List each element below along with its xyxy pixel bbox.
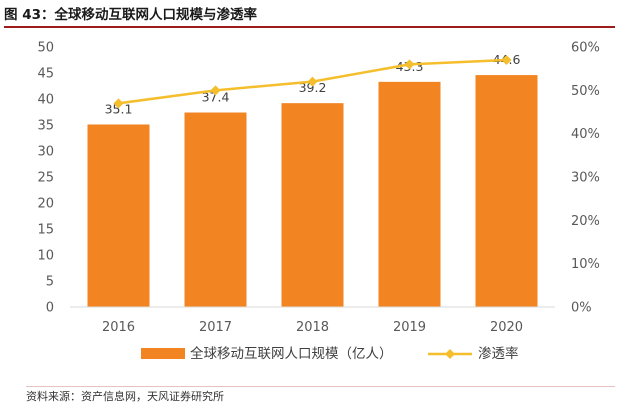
legend: 全球移动互联网人口规模（亿人） 渗透率	[141, 345, 519, 362]
bar	[184, 112, 247, 308]
line-series	[113, 55, 512, 109]
legend-bar-label: 全球移动互联网人口规模（亿人）	[190, 345, 393, 362]
left-tick-label: 45	[37, 67, 54, 82]
left-tick-label: 20	[37, 197, 54, 212]
left-tick-label: 30	[37, 145, 54, 160]
legend-bar-swatch	[141, 348, 185, 359]
bar-data-label: 37.4	[202, 90, 230, 105]
bar	[378, 81, 441, 307]
right-tick-label: 0%	[571, 301, 592, 316]
bar	[87, 124, 150, 307]
left-tick-label: 5	[46, 275, 54, 290]
right-axis: 0% 10% 20% 30% 40% 50% 60%	[571, 41, 600, 316]
bar-series	[87, 75, 538, 308]
x-axis-ticks: 2016 2017 2018 2019 2020	[102, 320, 523, 335]
line-point-marker	[113, 98, 124, 109]
bar	[281, 103, 344, 307]
left-tick-label: 0	[46, 301, 54, 316]
line-point-marker	[210, 85, 221, 96]
legend-line-marker	[445, 349, 455, 359]
line-point-marker	[404, 59, 415, 70]
x-tick-label: 2020	[490, 320, 523, 335]
line-point-marker	[501, 55, 512, 65]
right-tick-label: 20%	[571, 214, 600, 229]
left-tick-label: 50	[37, 41, 54, 56]
bar	[475, 75, 538, 307]
figure-title: 图 43：全球移动互联网人口规模与渗透率	[4, 2, 615, 28]
right-tick-label: 40%	[571, 127, 600, 142]
line-point-marker	[307, 76, 318, 87]
x-tick-label: 2017	[199, 320, 232, 335]
right-tick-label: 30%	[571, 171, 600, 186]
x-tick-label: 2016	[102, 320, 135, 335]
right-tick-label: 50%	[571, 84, 600, 99]
left-tick-label: 25	[37, 171, 54, 186]
left-tick-label: 15	[37, 223, 54, 238]
left-tick-label: 35	[37, 119, 54, 134]
right-tick-label: 60%	[571, 41, 600, 56]
left-tick-label: 40	[37, 93, 54, 108]
bar-data-label: 39.2	[299, 80, 327, 95]
chart-container: 0 5 10 15 20 25 30 35 40 45 50 0% 10% 20% 30% 40% 50% 60…	[0, 30, 619, 380]
bar-data-label: 35.1	[105, 101, 133, 116]
x-tick-label: 2018	[296, 320, 329, 335]
source-note: 资料来源：资产信息网，天风证券研究所	[26, 386, 615, 407]
combo-chart: 0 5 10 15 20 25 30 35 40 45 50 0% 10% 20% 30% 40% 50% 60…	[37, 41, 600, 363]
legend-line-label: 渗透率	[478, 345, 519, 362]
left-axis: 0 5 10 15 20 25 30 35 40 45 50	[37, 41, 54, 316]
left-tick-label: 10	[37, 249, 54, 264]
x-tick-label: 2019	[393, 320, 426, 335]
right-tick-label: 10%	[571, 257, 600, 272]
